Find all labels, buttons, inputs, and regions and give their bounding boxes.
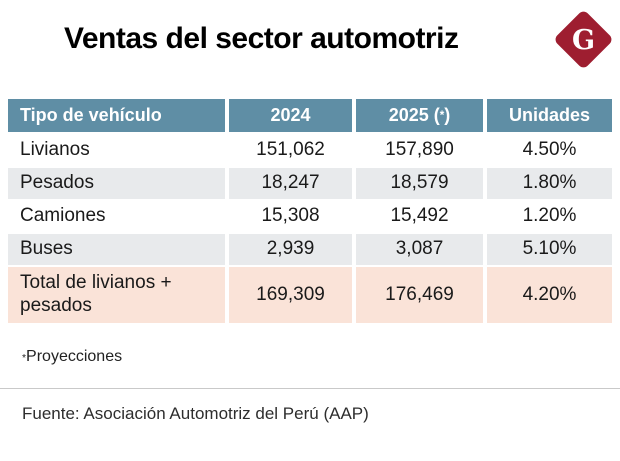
row-total-2024: 169,309: [229, 267, 352, 323]
row-total-label: Total de livianos + pesados: [8, 267, 225, 323]
row-buses-2024: 2,939: [229, 234, 352, 265]
row-total-2025: 176,469: [356, 267, 483, 323]
row-livianos-2025: 157,890: [356, 134, 483, 166]
horizontal-divider: [0, 388, 620, 389]
page-title: Ventas del sector automotriz: [64, 22, 459, 55]
footnote-text: Proyecciones: [26, 348, 123, 365]
row-pesados-label: Pesados: [8, 168, 225, 199]
row-camiones-2025: 15,492: [356, 201, 483, 232]
header-2025-text: 2025 (: [388, 104, 440, 125]
footnote-proyecciones: *Proyecciones: [22, 348, 122, 366]
column-header-vehicle-type: Tipo de vehículo: [8, 99, 225, 132]
row-buses-2025: 3,087: [356, 234, 483, 265]
row-camiones-label: Camiones: [8, 201, 225, 232]
row-livianos-pct: 4.50%: [487, 134, 612, 166]
row-livianos-2024: 151,062: [229, 134, 352, 166]
source-line: Fuente: Asociación Automotriz del Perú (…: [22, 404, 369, 423]
row-buses-pct: 5.10%: [487, 234, 612, 265]
column-header-2024: 2024: [229, 99, 352, 132]
row-pesados-2025: 18,579: [356, 168, 483, 199]
row-camiones-pct: 1.20%: [487, 201, 612, 232]
gestion-logo: G: [553, 9, 614, 70]
row-pesados-pct: 1.80%: [487, 168, 612, 199]
column-header-unidades: Unidades: [487, 99, 612, 132]
footnote-asterisk: *: [22, 353, 27, 364]
row-pesados-2024: 18,247: [229, 168, 352, 199]
row-buses-label: Buses: [8, 234, 225, 265]
column-header-2025: 2025 (*): [356, 99, 483, 132]
logo-letter: G: [571, 25, 596, 56]
row-livianos-label: Livianos: [8, 134, 225, 166]
header-2025-close: ): [444, 104, 451, 125]
row-total-pct: 4.20%: [487, 267, 612, 323]
row-camiones-2024: 15,308: [229, 201, 352, 232]
sales-table: Tipo de vehículo 2024 2025 (*) Unidades …: [8, 99, 612, 323]
